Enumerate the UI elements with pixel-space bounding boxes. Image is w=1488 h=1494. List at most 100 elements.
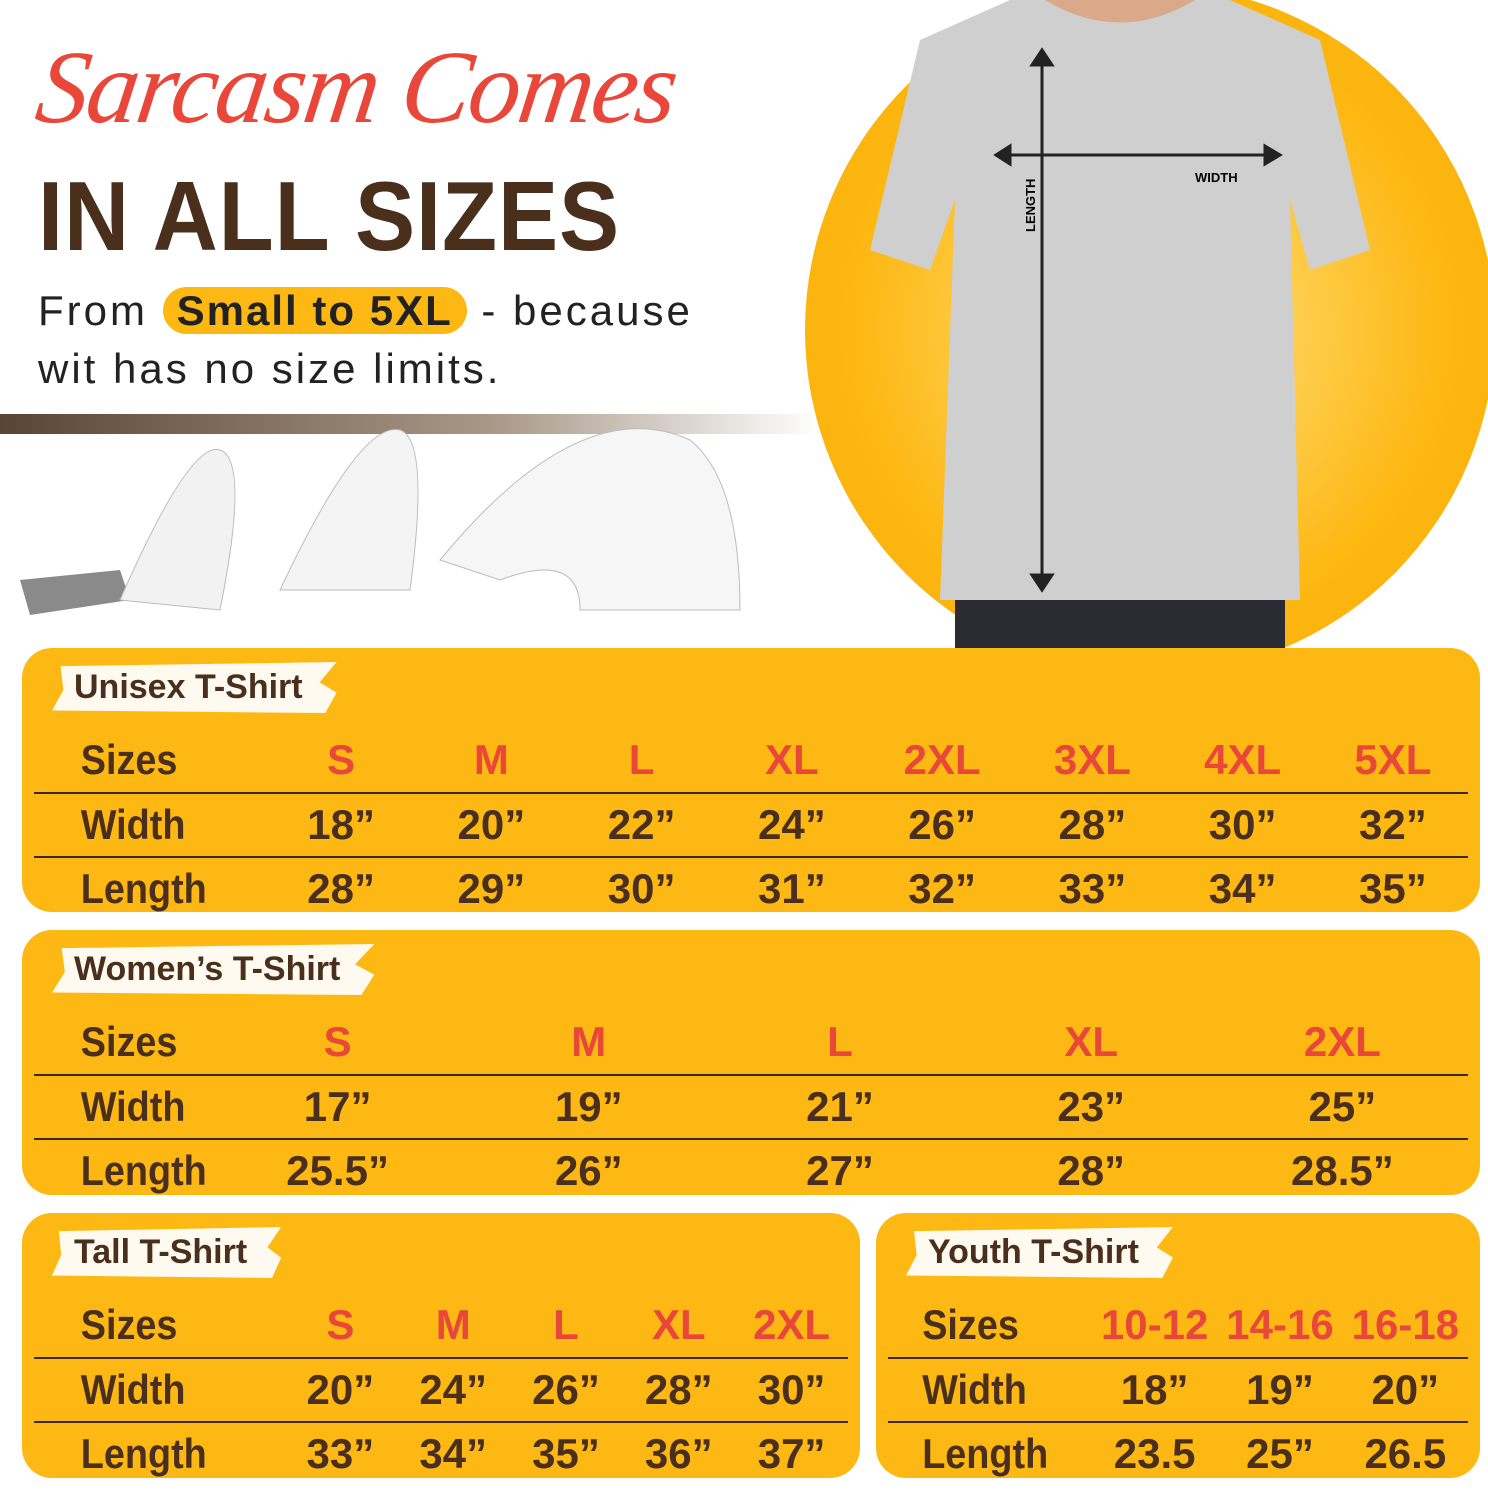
length-cell: 33” (1058, 865, 1127, 912)
width-cell: 18” (307, 801, 375, 848)
sizes-cell: L (628, 736, 655, 783)
youth-size-table: Youth T-Shirt Sizes 10-12 14-16 16-18 Width 18… (876, 1213, 1480, 1478)
width-cell: 20” (1371, 1366, 1440, 1413)
table-title: Youth T-Shirt (906, 1227, 1173, 1278)
length-row: Length 28” 29” 30” 31” 32” 33” 34” 35” (34, 856, 1468, 920)
sizes-cell: 3XL (1053, 736, 1131, 783)
womens-size-table: Women’s T-Shirt Sizes S M L XL 2XL Width 17” 19” 2… (22, 930, 1480, 1195)
length-cell: 25.5” (286, 1147, 389, 1194)
length-cell: 34” (1208, 865, 1277, 912)
width-row: Width 18” 20” 22” 24” 26” 28” 30” 32” (34, 792, 1468, 856)
length-cell: 32” (908, 865, 976, 912)
row-label: Width (922, 1366, 1027, 1413)
row-label: Length (80, 1147, 207, 1194)
row-label: Sizes (80, 736, 178, 783)
sizes-cell: 4XL (1204, 736, 1282, 783)
sizes-row: Sizes 10-12 14-16 16-18 (888, 1293, 1468, 1357)
length-cell: 23.5 (1113, 1430, 1196, 1477)
sizes-cell: 10-12 (1100, 1301, 1209, 1348)
script-title: Sarcasm Comes (29, 30, 684, 145)
sizes-cell: 2XL (1303, 1018, 1381, 1065)
width-cell: 26” (532, 1366, 600, 1413)
length-cell: 35” (532, 1430, 600, 1477)
row-label: Width (80, 801, 186, 848)
width-cell: 24” (758, 801, 826, 848)
length-cell: 26.5 (1364, 1430, 1447, 1477)
measuring-tape-image (20, 428, 741, 615)
length-row: Length 25.5” 26” 27” 28” 28.5” (34, 1138, 1468, 1202)
sizes-row: Sizes S M L XL 2XL (34, 1010, 1468, 1074)
length-cell: 26” (554, 1147, 623, 1194)
width-cell: 19” (554, 1083, 623, 1130)
width-row: Width 20” 24” 26” 28” 30” (34, 1357, 848, 1421)
row-label: Length (922, 1430, 1049, 1477)
divider-bar (0, 414, 820, 434)
length-cell: 30” (607, 865, 676, 912)
width-cell: 21” (806, 1083, 874, 1130)
width-cell: 18” (1120, 1366, 1189, 1413)
subtitle: From Small to 5XL - because wit has no s… (38, 282, 693, 398)
sizes-cell: L (827, 1018, 853, 1065)
width-cell: 26” (908, 801, 976, 848)
width-cell: 28” (644, 1366, 713, 1413)
length-cell: 35” (1359, 865, 1427, 912)
row-label: Width (80, 1366, 186, 1413)
sizes-cell: 2XL (753, 1301, 831, 1348)
sizes-row: Sizes S M L XL 2XL (34, 1293, 848, 1357)
row-label: Width (80, 1083, 186, 1130)
sizes-cell: M (571, 1018, 607, 1065)
sizes-cell: XL (1064, 1018, 1119, 1065)
length-cell: 28.5” (1291, 1147, 1394, 1194)
subtitle-after: - because (481, 287, 693, 334)
width-cell: 32” (1359, 801, 1427, 848)
length-cell: 34” (419, 1430, 488, 1477)
width-cell: 24” (419, 1366, 488, 1413)
width-cell: 20” (457, 801, 526, 848)
table-title: Tall T-Shirt (52, 1227, 282, 1278)
row-label: Sizes (922, 1301, 1019, 1348)
width-cell: 20” (306, 1366, 375, 1413)
length-cell: 36” (644, 1430, 713, 1477)
sizes-cell: 16-18 (1351, 1301, 1460, 1348)
width-cell: 17” (303, 1083, 372, 1130)
tall-size-table: Tall T-Shirt Sizes S M L XL 2XL Width 20” 24” 26” 2… (22, 1213, 860, 1478)
table-title: Unisex T-Shirt (52, 662, 337, 713)
width-cell: 30” (757, 1366, 826, 1413)
subtitle-highlight: Small to 5XL (162, 287, 467, 334)
sizes-cell: S (323, 1018, 352, 1065)
width-cell: 22” (607, 801, 676, 848)
subtitle-before: From (38, 287, 148, 334)
row-label: Length (80, 865, 207, 912)
length-cell: 28” (1057, 1147, 1126, 1194)
sizes-cell: S (326, 1301, 355, 1348)
table-title: Women’s T-Shirt (52, 944, 375, 995)
unisex-size-table: Unisex T-Shirt Sizes S M L XL 2XL 3XL 4XL 5XL Widt… (22, 648, 1480, 912)
width-row: Width 18” 19” 20” (888, 1357, 1468, 1421)
length-cell: 28” (307, 865, 375, 912)
page-title: IN ALL SIZES (38, 161, 621, 271)
length-label: LENGTH (1023, 179, 1038, 232)
sizes-cell: M (473, 736, 509, 783)
width-cell: 19” (1246, 1366, 1314, 1413)
length-cell: 27” (806, 1147, 874, 1194)
sizes-cell: M (435, 1301, 471, 1348)
row-label: Sizes (80, 1018, 178, 1065)
sizes-cell: 2XL (903, 736, 981, 783)
sizes-cell: 5XL (1354, 736, 1432, 783)
width-cell: 30” (1208, 801, 1277, 848)
width-row: Width 17” 19” 21” 23” 25” (34, 1074, 1468, 1138)
sizes-cell: S (327, 736, 356, 783)
sizes-cell: XL (651, 1301, 706, 1348)
length-cell: 29” (457, 865, 526, 912)
width-cell: 28” (1058, 801, 1127, 848)
width-label: WIDTH (1195, 170, 1238, 185)
sizes-cell: 14-16 (1226, 1301, 1334, 1348)
length-cell: 37” (757, 1430, 826, 1477)
width-cell: 25” (1308, 1083, 1377, 1130)
width-cell: 23” (1057, 1083, 1126, 1130)
row-label: Sizes (80, 1301, 178, 1348)
length-cell: 25” (1246, 1430, 1314, 1477)
tshirt-diagram: WIDTH LENGTH (860, 0, 1380, 648)
length-row: Length 23.5 25” 26.5 (888, 1421, 1468, 1485)
subtitle-line2: wit has no size limits. (38, 345, 502, 392)
